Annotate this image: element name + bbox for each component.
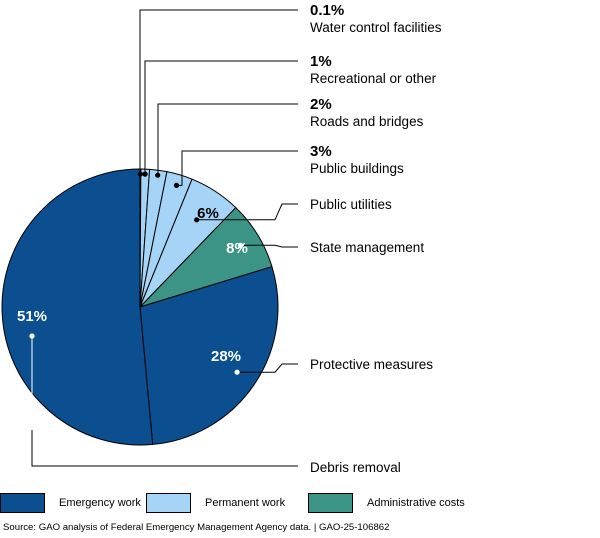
leader-protective-measures <box>237 363 298 373</box>
dot-protective-measures <box>234 369 240 375</box>
slice-protective-measures <box>139 266 279 445</box>
leader-public-buildings <box>176 150 298 186</box>
legend-swatch-emergency-work <box>0 493 45 513</box>
legend-label-emergency-work: Emergency work <box>59 497 141 509</box>
legend: Emergency work Permanent work Administra… <box>0 492 600 516</box>
category-label-roads-and-bridges: Roads and bridges <box>310 114 424 129</box>
value-label-state-management: 8% <box>226 240 248 257</box>
category-label-public-utilities: Public utilities <box>310 197 392 212</box>
category-label-state-management: State management <box>310 240 424 255</box>
callouts: 0.1%Water control facilities 1%Recreation… <box>17 2 442 475</box>
category-label-water-control-facilities: Water control facilities <box>310 20 442 35</box>
legend-item-permanent-work: Permanent work <box>146 492 285 514</box>
dot-roads-and-bridges <box>155 172 161 178</box>
dot-public-utilities <box>194 217 200 223</box>
leader-state-management <box>240 244 298 248</box>
slice-debris-removal <box>1 168 154 446</box>
source-note: Source: GAO analysis of Federal Emergenc… <box>3 522 390 533</box>
legend-item-emergency-work: Emergency work <box>0 492 141 514</box>
legend-label-administrative-costs: Administrative costs <box>367 497 465 509</box>
value-label-water-control-facilities: 0.1% <box>310 2 344 19</box>
value-label-public-buildings: 3% <box>310 143 332 160</box>
category-label-public-buildings: Public buildings <box>310 161 404 176</box>
leader-water-control-facilities <box>139 9 298 175</box>
value-label-protective-measures: 28% <box>211 348 241 365</box>
leader-debris-removal <box>31 430 298 467</box>
value-label-roads-and-bridges: 2% <box>310 96 332 113</box>
legend-label-permanent-work: Permanent work <box>205 497 286 509</box>
dot-public-buildings <box>173 182 180 188</box>
dot-water-control-facilities <box>137 171 143 177</box>
value-label-debris-removal: 51% <box>17 308 47 325</box>
leader-roads-and-bridges <box>157 103 298 176</box>
category-label-recreational-or-other: Recreational or other <box>310 71 437 86</box>
pie-slices <box>1 168 279 446</box>
value-label-public-utilities: 6% <box>197 205 219 222</box>
leader-recreational-or-other <box>144 60 298 175</box>
leader-public-utilities <box>196 203 298 221</box>
legend-item-administrative-costs: Administrative costs <box>308 492 465 514</box>
dot-recreational-or-other <box>142 171 148 177</box>
category-label-protective-measures: Protective measures <box>310 357 433 372</box>
category-label-debris-removal: Debris removal <box>310 460 401 475</box>
legend-swatch-permanent-work <box>146 493 191 513</box>
dot-state-management <box>238 242 244 248</box>
legend-swatch-administrative-costs <box>308 493 353 513</box>
value-label-recreational-or-other: 1% <box>310 53 332 70</box>
